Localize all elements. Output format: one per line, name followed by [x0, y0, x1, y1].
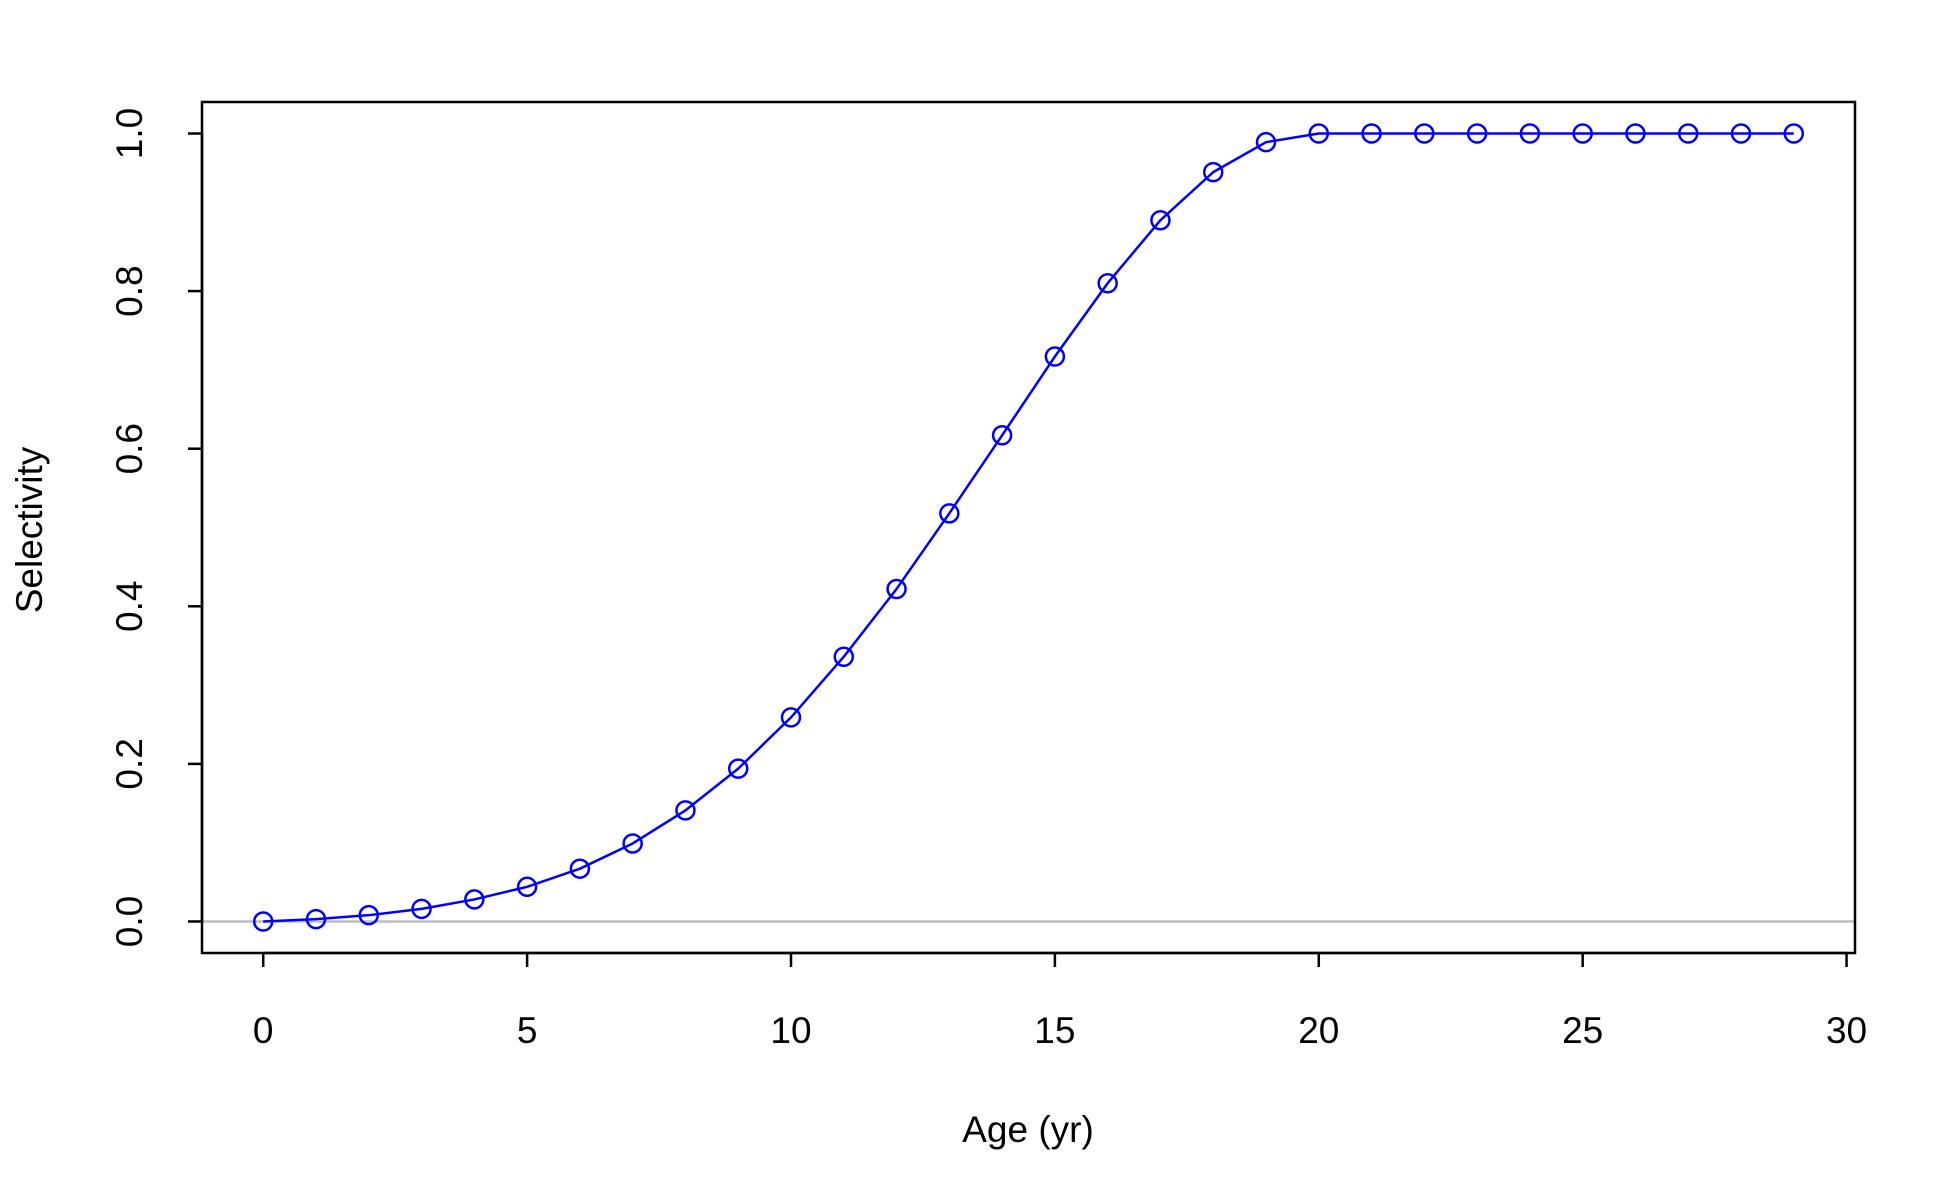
x-tick-label: 10 — [770, 1010, 811, 1051]
data-point — [1255, 131, 1277, 153]
data-point — [886, 578, 907, 600]
plot-layer — [202, 123, 1855, 932]
x-axis-label: Age (yr) — [962, 1109, 1094, 1150]
x-tick-label: 25 — [1562, 1010, 1603, 1051]
data-point — [1625, 123, 1646, 144]
y-tick-label: 0.2 — [109, 738, 150, 789]
data-point — [1150, 209, 1171, 231]
data-point — [1677, 123, 1699, 144]
data-point — [569, 858, 591, 879]
data-point — [675, 800, 696, 821]
x-tick-label: 20 — [1298, 1010, 1339, 1051]
data-point — [1730, 123, 1752, 144]
plot-frame — [200, 100, 1857, 955]
data-point — [1308, 123, 1330, 144]
data-point — [516, 876, 538, 898]
data-point — [1044, 346, 1066, 367]
x-tick-label: 15 — [1034, 1010, 1075, 1051]
data-point — [411, 898, 432, 920]
y-tick-label: 0.8 — [109, 265, 150, 316]
x-tick-label: 0 — [253, 1010, 274, 1051]
y-tick-label: 0.6 — [109, 423, 150, 474]
data-point — [1466, 123, 1488, 144]
data-point — [1519, 123, 1541, 144]
data-point — [622, 833, 643, 854]
axis-layer: 0 5 10 15 20 25 30 0.0 0.2 0.4 0.6 0.8 1.0 — [109, 100, 1867, 1051]
data-point — [939, 503, 960, 524]
data-point — [1361, 123, 1382, 144]
y-tick-label: 0.4 — [109, 581, 150, 632]
data-point — [1572, 123, 1593, 144]
data-point — [780, 707, 802, 728]
y-axis-label: Selectivity — [9, 446, 50, 613]
data-point — [464, 889, 485, 910]
y-tick-label: 0.0 — [109, 896, 150, 947]
x-tick-label: 5 — [517, 1010, 538, 1051]
y-tick-label: 1.0 — [109, 108, 150, 159]
data-point — [358, 904, 380, 926]
data-point — [1783, 123, 1805, 144]
data-point — [991, 425, 1013, 446]
data-point — [1202, 161, 1224, 183]
data-point — [252, 911, 274, 932]
data-point — [1414, 123, 1435, 144]
data-point — [727, 758, 749, 779]
data-point — [305, 908, 327, 930]
data-point — [833, 646, 855, 667]
data-point — [1097, 272, 1118, 294]
series-line — [263, 132, 1794, 923]
x-tick-label: 30 — [1826, 1010, 1867, 1051]
